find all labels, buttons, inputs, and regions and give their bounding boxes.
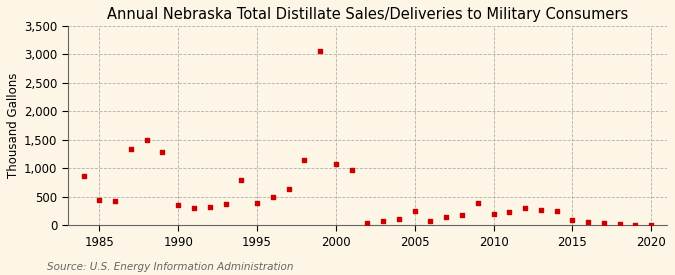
Point <box>157 150 168 155</box>
Point <box>205 204 215 209</box>
Point <box>252 200 263 205</box>
Point <box>346 168 357 172</box>
Point <box>331 162 342 166</box>
Point <box>362 221 373 226</box>
Point <box>78 174 89 178</box>
Point <box>409 209 420 213</box>
Point <box>583 219 593 224</box>
Point <box>472 200 483 205</box>
Point <box>394 216 404 221</box>
Point <box>236 178 246 183</box>
Y-axis label: Thousand Gallons: Thousand Gallons <box>7 73 20 178</box>
Point <box>284 187 294 192</box>
Point <box>126 147 136 151</box>
Text: Source: U.S. Energy Information Administration: Source: U.S. Energy Information Administ… <box>47 262 294 272</box>
Point <box>425 219 436 223</box>
Point <box>614 222 625 226</box>
Point <box>551 208 562 213</box>
Point <box>267 195 278 200</box>
Point <box>504 210 515 214</box>
Point <box>535 208 546 212</box>
Point <box>441 215 452 220</box>
Point <box>188 205 199 210</box>
Title: Annual Nebraska Total Distillate Sales/Deliveries to Military Consumers: Annual Nebraska Total Distillate Sales/D… <box>107 7 628 22</box>
Point <box>299 158 310 162</box>
Point <box>220 202 231 207</box>
Point <box>456 213 467 218</box>
Point <box>630 223 641 227</box>
Point <box>567 218 578 222</box>
Point <box>110 199 121 204</box>
Point <box>520 205 531 210</box>
Point <box>488 212 499 216</box>
Point <box>173 203 184 208</box>
Point <box>646 223 657 227</box>
Point <box>94 197 105 202</box>
Point <box>315 49 325 53</box>
Point <box>141 138 152 143</box>
Point <box>599 221 610 225</box>
Point <box>378 219 389 223</box>
